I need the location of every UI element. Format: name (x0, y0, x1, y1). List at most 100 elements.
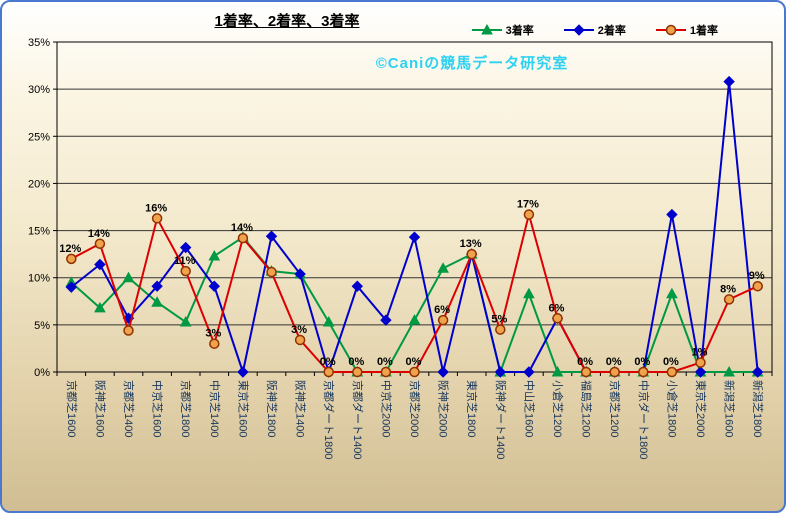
data-label: 5% (491, 314, 507, 326)
x-axis-label: 京都芝1200 (608, 380, 622, 437)
triangle-marker (523, 287, 535, 299)
triangle-marker (666, 287, 678, 299)
data-label: 0% (377, 356, 393, 368)
triangle-marker (551, 365, 564, 377)
diamond-marker (351, 280, 364, 292)
triangle-marker (94, 301, 106, 313)
x-axis-label: 中京ダート1800 (637, 380, 651, 459)
data-label: 3% (205, 328, 221, 340)
data-label: 6% (434, 304, 450, 316)
x-axis-label: 東京芝1800 (465, 380, 479, 437)
data-label: 12% (59, 243, 81, 255)
circle-marker (495, 324, 506, 335)
circle-marker (209, 338, 220, 349)
triangle-marker (408, 314, 421, 325)
diamond-marker (380, 314, 392, 326)
data-label: 3% (291, 324, 307, 336)
circle-marker (151, 213, 163, 224)
circle-marker (323, 366, 334, 378)
x-axis-label: 京都芝2000 (408, 380, 422, 437)
circle-marker (580, 366, 592, 378)
x-axis-label: 京都芝1800 (179, 380, 193, 437)
x-axis-label: 中山芝1600 (522, 380, 535, 437)
diamond-marker (294, 268, 306, 280)
y-tick-label: 20% (28, 178, 50, 190)
legend-marker-triangle-icon (471, 24, 502, 35)
circle-marker (266, 266, 277, 278)
y-tick-label: 10% (28, 273, 50, 285)
legend-marker-diamond-icon (563, 24, 594, 36)
circle-marker (638, 366, 649, 378)
data-label: 0% (406, 356, 422, 368)
circle-marker (609, 366, 620, 378)
y-tick-label: 35% (28, 37, 50, 49)
triangle-marker (208, 249, 221, 261)
y-tick-label: 15% (28, 226, 50, 238)
chart-title: 1着率、2着率、3着率 (214, 13, 360, 30)
circle-marker (380, 366, 392, 378)
y-tick-label: 30% (28, 84, 50, 96)
triangle-marker (322, 315, 335, 327)
circle-marker (237, 232, 249, 244)
diamond-marker (494, 366, 507, 378)
chart-legend: 3着率 2着率 1着率 (471, 22, 718, 38)
data-label: 0% (320, 356, 336, 368)
series-line-2着率 (70, 80, 759, 373)
diamond-marker (666, 208, 678, 221)
circle-marker (123, 325, 134, 336)
circle-marker (294, 334, 306, 346)
x-axis-label: 小倉芝1200 (551, 380, 565, 437)
legend-item-1着率: 1着率 (655, 22, 718, 38)
x-axis-label: 東京芝1600 (236, 380, 250, 437)
circle-marker (180, 265, 191, 277)
diamond-marker (65, 281, 78, 293)
diamond-marker (694, 366, 707, 378)
circle-marker (695, 357, 706, 368)
triangle-marker (437, 262, 449, 273)
data-label: 0% (348, 356, 364, 368)
x-axis-label: 新潟芝1600 (723, 380, 737, 437)
circle-marker (409, 366, 420, 378)
diamond-marker (151, 280, 163, 292)
x-axis-label: 中京芝1600 (151, 380, 165, 437)
diamond-marker (237, 366, 249, 378)
x-axis-label: 京都ダート1800 (322, 380, 336, 459)
legend-marker-circle-icon (655, 24, 686, 36)
diamond-marker (523, 366, 535, 378)
circle-marker (552, 313, 563, 324)
legend-label: 3着率 (505, 25, 534, 37)
legend-item-3着率: 3着率 (471, 22, 534, 38)
x-axis-label: 京都芝1400 (122, 380, 136, 437)
data-label: 11% (174, 255, 196, 267)
diamond-marker (208, 280, 221, 292)
circle-marker (66, 253, 77, 265)
data-label: 8% (720, 283, 736, 295)
data-label: 16% (145, 202, 167, 214)
triangle-marker (122, 271, 135, 283)
diamond-marker (437, 366, 449, 378)
x-axis-label: 福島芝1200 (580, 380, 594, 437)
data-label: 6% (549, 302, 565, 314)
y-tick-label: 25% (28, 131, 50, 143)
x-axis-label: 阪神芝1600 (93, 380, 107, 437)
x-axis-label: 阪神芝1800 (265, 380, 279, 437)
data-label: 9% (749, 270, 765, 282)
legend-label: 1着率 (689, 25, 718, 37)
data-label: 1% (692, 347, 708, 359)
x-axis-label: 阪神芝1400 (294, 380, 308, 437)
diamond-marker (408, 231, 421, 243)
circle-marker (723, 294, 735, 305)
diamond-marker (179, 241, 192, 254)
x-axis-label: 東京芝2000 (694, 380, 708, 437)
x-axis-label: 京都芝1600 (65, 380, 79, 437)
circle-marker (94, 238, 106, 250)
diamond-marker (723, 75, 735, 88)
x-axis-label: 京都ダート1400 (351, 380, 365, 459)
x-axis-label: 阪神芝2000 (437, 380, 451, 437)
x-axis-label: 阪神ダート1400 (494, 380, 508, 459)
data-label: 17% (517, 199, 539, 211)
circle-marker (523, 209, 535, 220)
y-tick-label: 0% (34, 367, 50, 379)
legend-label: 2着率 (597, 25, 626, 37)
